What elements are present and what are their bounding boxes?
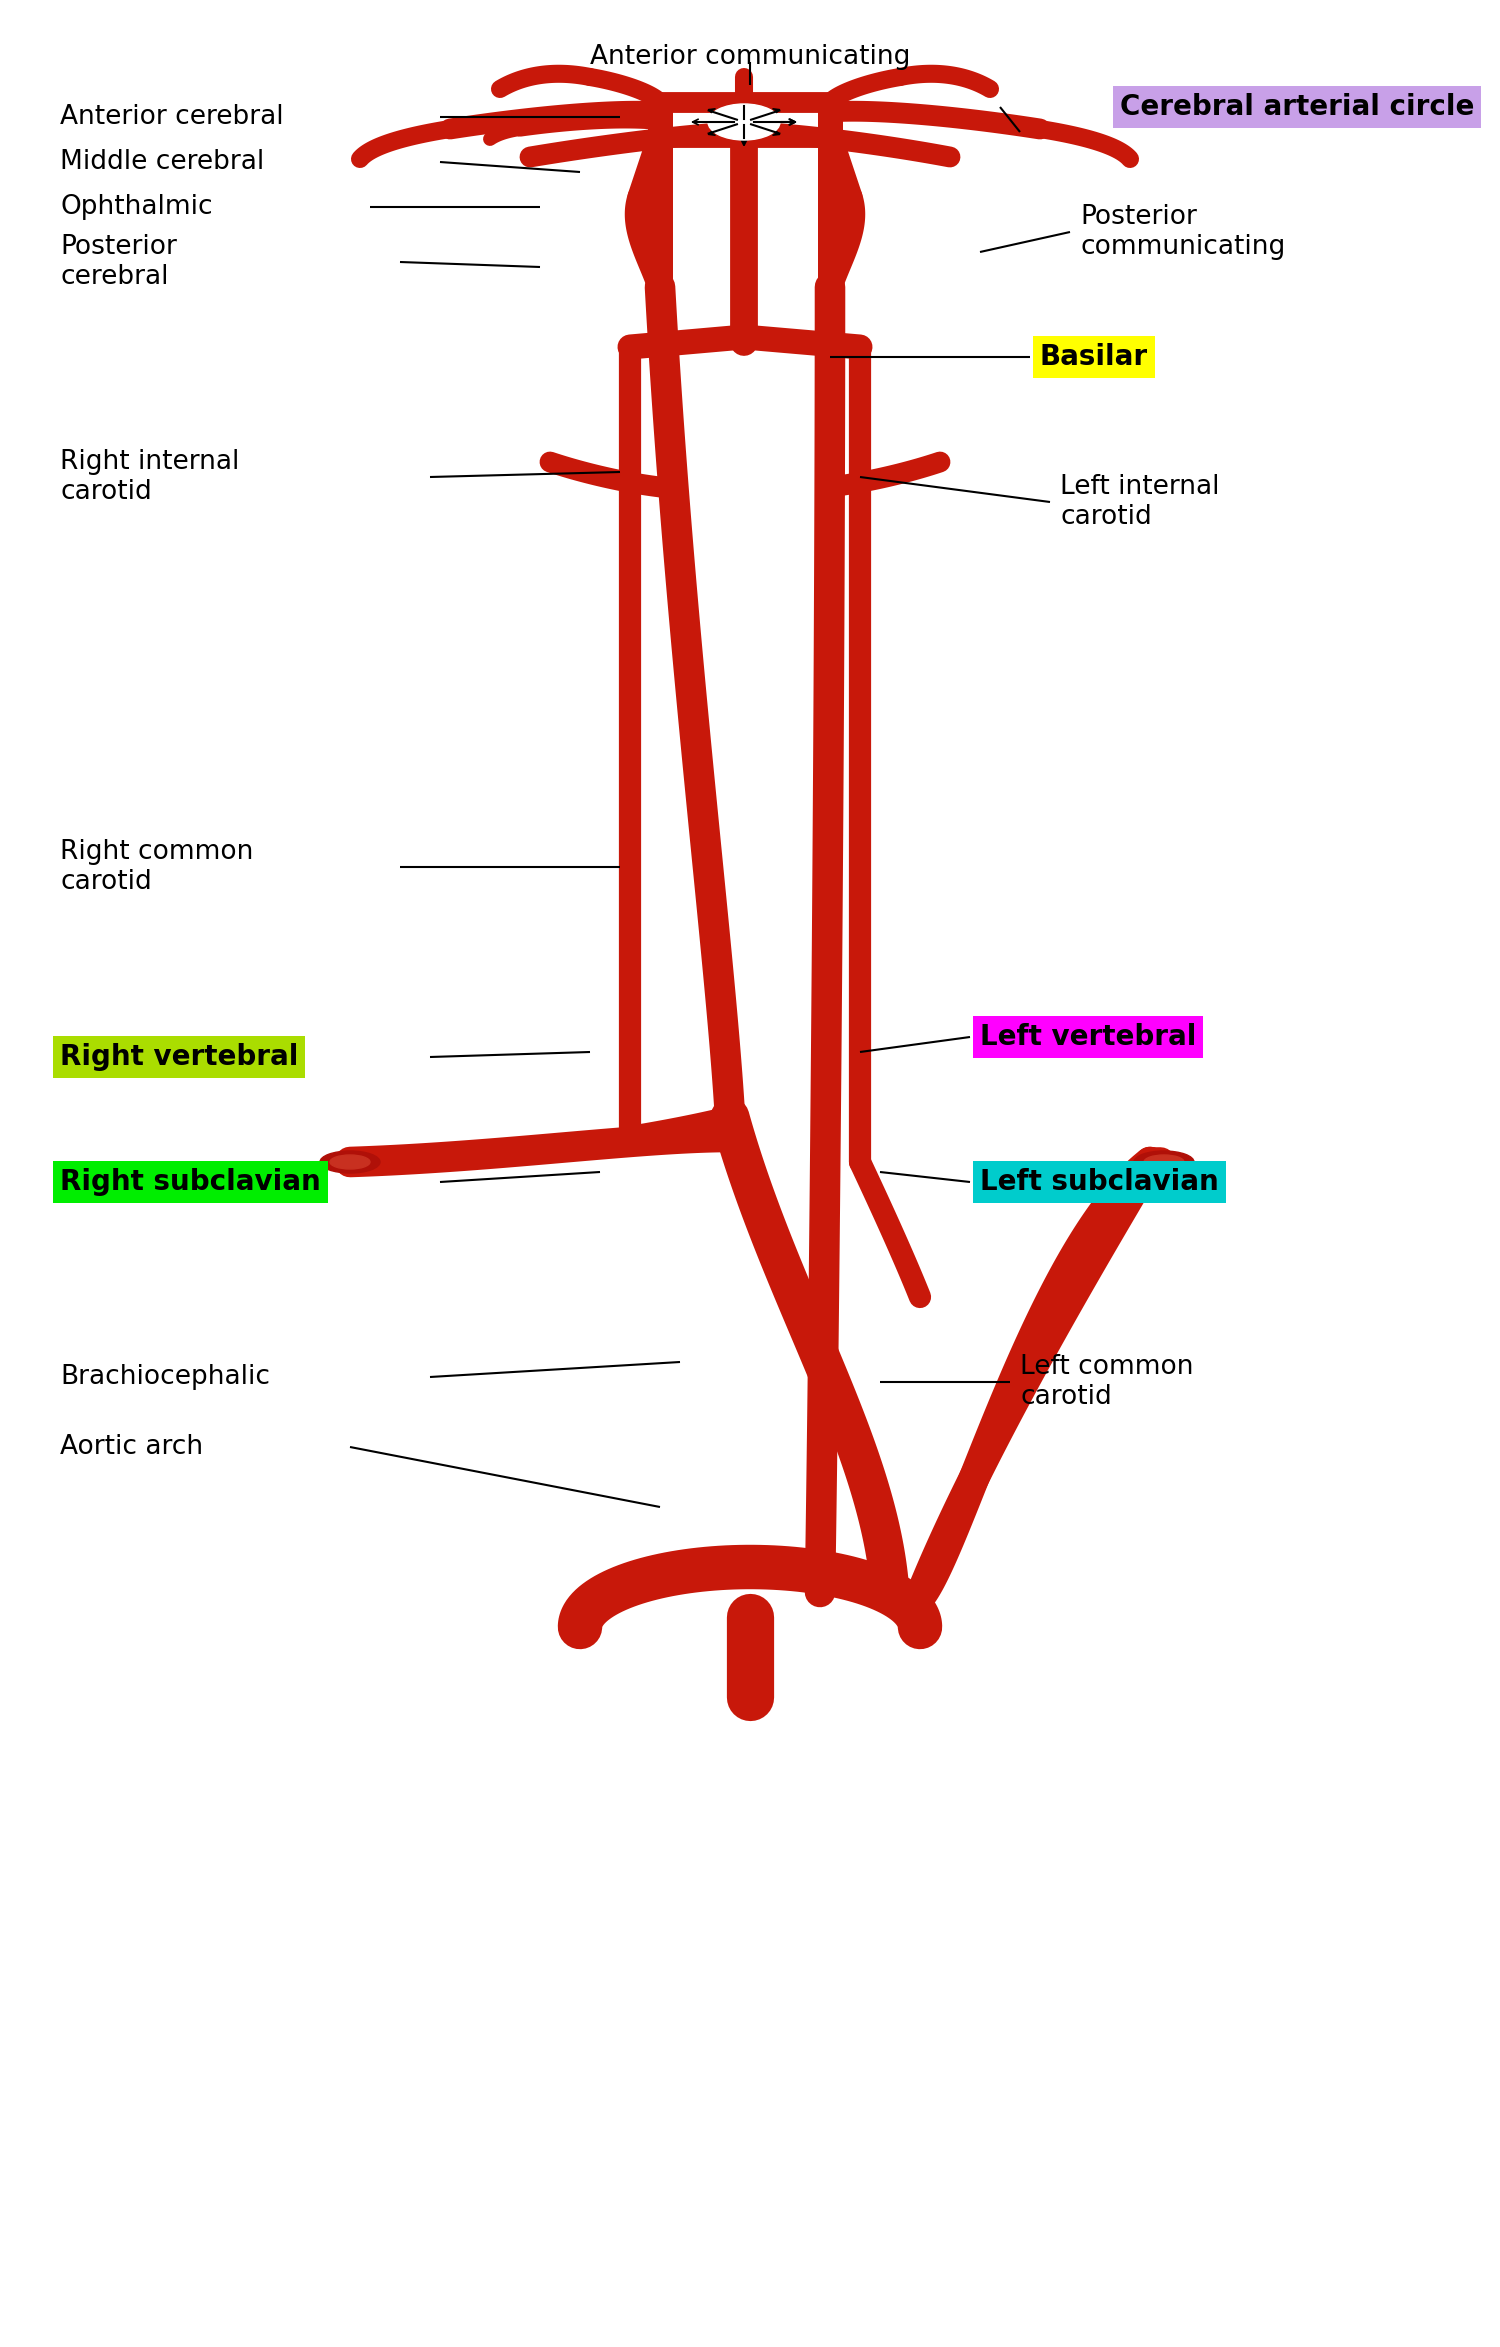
Text: Left vertebral: Left vertebral xyxy=(980,1023,1197,1051)
Text: Right subclavian: Right subclavian xyxy=(60,1169,321,1197)
Text: Right internal
carotid: Right internal carotid xyxy=(60,448,240,505)
Text: Cerebral arterial circle: Cerebral arterial circle xyxy=(1120,94,1474,122)
Ellipse shape xyxy=(320,1150,380,1174)
Circle shape xyxy=(708,103,780,141)
Text: Anterior cerebral: Anterior cerebral xyxy=(60,103,284,129)
Ellipse shape xyxy=(1134,1150,1194,1174)
Text: Middle cerebral: Middle cerebral xyxy=(60,148,264,176)
Text: Basilar: Basilar xyxy=(1040,343,1148,371)
Text: Left subclavian: Left subclavian xyxy=(980,1169,1218,1197)
Ellipse shape xyxy=(1144,1155,1184,1169)
Text: Posterior
communicating: Posterior communicating xyxy=(1080,204,1286,261)
Text: Right vertebral: Right vertebral xyxy=(60,1042,298,1070)
Text: Right common
carotid: Right common carotid xyxy=(60,838,254,894)
Text: Posterior
cerebral: Posterior cerebral xyxy=(60,235,177,291)
Text: Left internal
carotid: Left internal carotid xyxy=(1060,474,1220,530)
Ellipse shape xyxy=(330,1155,370,1169)
Text: Brachiocephalic: Brachiocephalic xyxy=(60,1364,270,1389)
Text: Aortic arch: Aortic arch xyxy=(60,1434,202,1460)
Text: Ophthalmic: Ophthalmic xyxy=(60,195,213,221)
Text: Anterior communicating: Anterior communicating xyxy=(590,45,910,70)
Text: Left common
carotid: Left common carotid xyxy=(1020,1354,1194,1411)
